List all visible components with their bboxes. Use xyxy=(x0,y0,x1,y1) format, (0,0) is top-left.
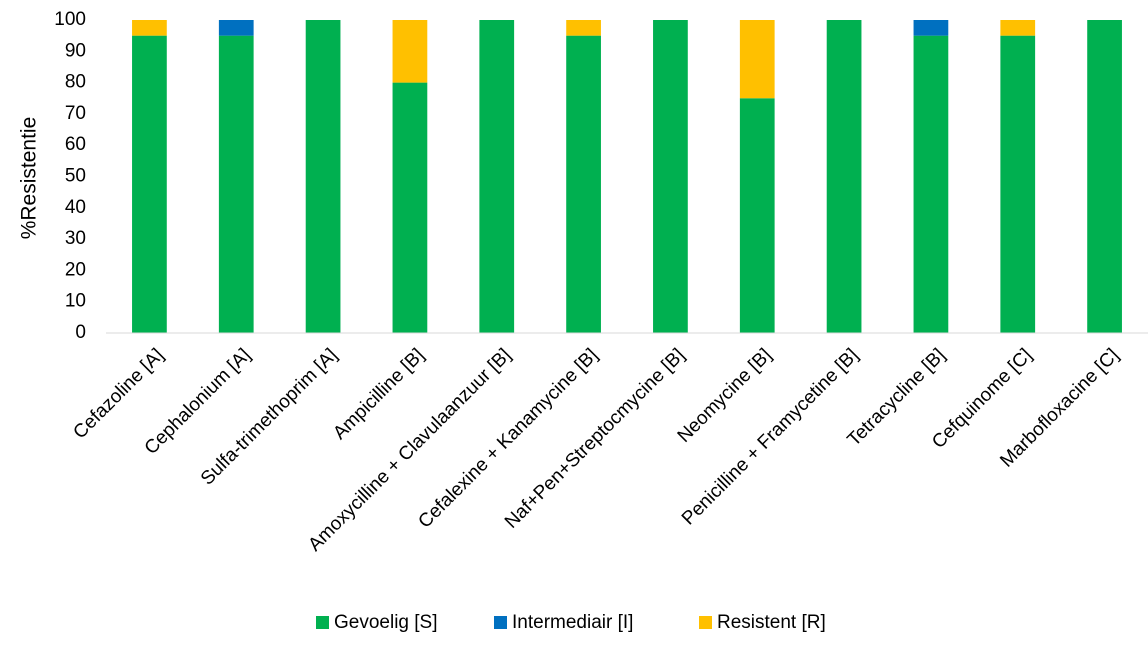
legend: Gevoelig [S] Intermediair [I] Resistent [R… xyxy=(316,612,826,633)
bar-segment xyxy=(739,98,775,333)
bar-segment xyxy=(392,20,428,83)
bar-segment xyxy=(132,20,167,36)
x-axis-ticks: Cefazoline [A]Cephalonium [A]Sulfa-trime… xyxy=(70,345,1124,556)
bar-segment xyxy=(653,20,688,333)
bar-segment xyxy=(218,20,254,36)
y-tick-label: 60 xyxy=(65,134,86,155)
y-tick-label: 30 xyxy=(65,228,86,249)
legend-swatch xyxy=(699,616,712,629)
x-tick-label: Ampicilline [B] xyxy=(329,345,428,444)
y-tick-label: 100 xyxy=(54,9,86,30)
legend-label: Resistent [R] xyxy=(717,612,826,633)
y-tick-label: 80 xyxy=(65,72,86,93)
legend-label: Intermediair [I] xyxy=(512,612,633,633)
bar-segment xyxy=(566,20,601,36)
bar-segment xyxy=(1000,20,1036,36)
bar-segment xyxy=(218,35,254,334)
y-tick-label: 40 xyxy=(65,197,86,218)
bar-segment xyxy=(392,82,428,333)
x-tick-label: Penicilline + Framycetine [B] xyxy=(678,345,863,530)
bar-segment xyxy=(305,20,341,333)
y-axis-label: %Resistentie xyxy=(18,117,41,240)
bar-segment xyxy=(913,35,949,334)
bar-segment xyxy=(1087,20,1122,333)
x-tick-label: Cefalexine + Kanamycine [B] xyxy=(414,345,602,533)
bar-segment xyxy=(479,20,515,333)
bar-segment xyxy=(739,20,775,99)
bar-segment xyxy=(913,20,949,36)
y-axis-ticks: 0 10 20 30 40 50 60 70 80 90 100 xyxy=(54,9,86,343)
x-tick-label: Naf+Pen+Streptocmycine [B] xyxy=(501,345,689,533)
legend-label: Gevoelig [S] xyxy=(334,612,438,633)
y-tick-label: 70 xyxy=(65,103,86,124)
y-tick-label: 10 xyxy=(65,291,86,312)
bar-segment xyxy=(1000,35,1036,334)
y-tick-label: 90 xyxy=(65,40,86,61)
legend-swatch xyxy=(494,616,507,629)
bar-segment xyxy=(826,20,862,333)
y-tick-label: 0 xyxy=(75,322,86,343)
bar-segment xyxy=(132,35,167,334)
bar-segment xyxy=(566,35,601,334)
x-tick-label: Cefazoline [A] xyxy=(70,345,168,443)
legend-swatch xyxy=(316,616,329,629)
y-tick-label: 50 xyxy=(65,166,86,187)
bars xyxy=(132,20,1122,334)
y-tick-label: 20 xyxy=(65,259,86,280)
